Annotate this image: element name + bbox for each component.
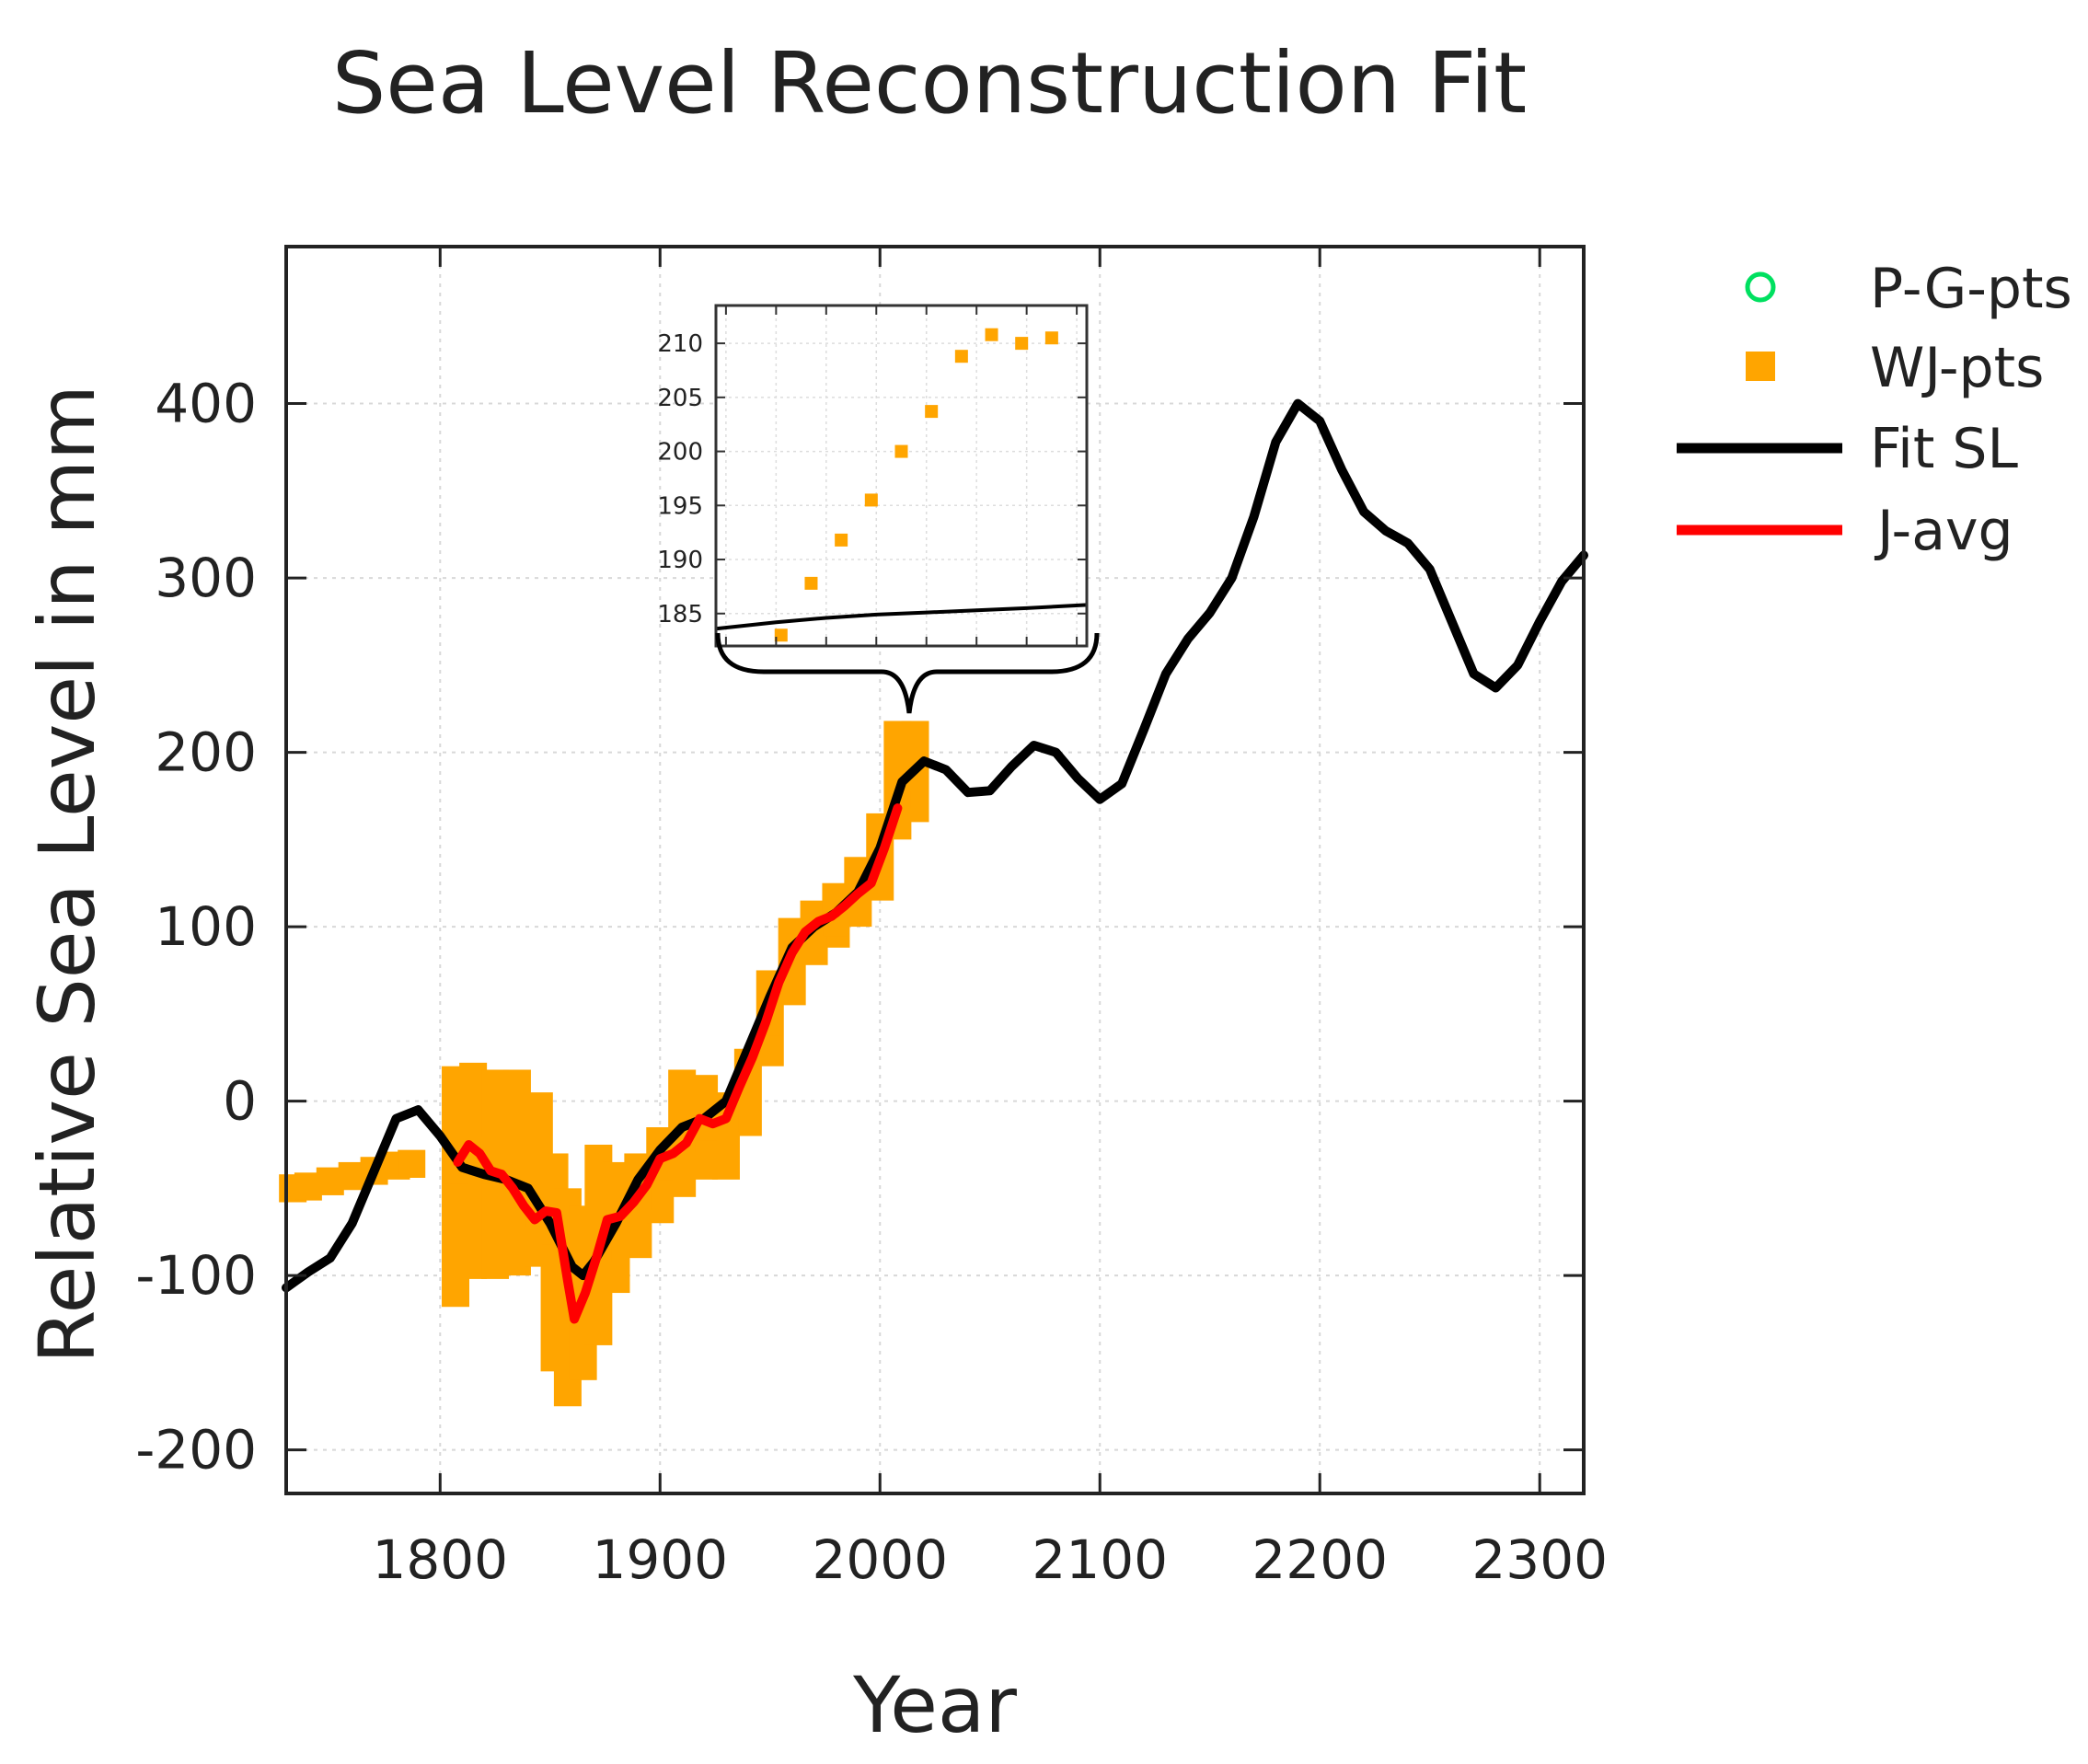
inset-y-tick-label: 200: [657, 439, 703, 467]
inset-y-tick-label: 210: [657, 330, 703, 358]
inset-axis-ticks: 185 190 195 200 205 210: [657, 306, 1087, 646]
inset-frame: [714, 304, 1089, 648]
chart-title: Sea Level Reconstruction Fit: [332, 34, 1527, 133]
inset-y-tick-label: 185: [657, 601, 703, 628]
legend-marker-wj-pts: [1746, 352, 1775, 381]
legend-item-wj-pts: WJ-pts: [1746, 336, 2044, 400]
x-axis-label: Year: [852, 1660, 1017, 1750]
inset-wj-point: [985, 328, 998, 341]
x-tick-label: 1900: [592, 1528, 728, 1591]
inset-wj-point: [1044, 331, 1058, 345]
legend-marker-p-g-pts: [1745, 271, 1776, 303]
y-tick-label: 100: [155, 895, 257, 958]
x-tick-label: 2300: [1471, 1528, 1608, 1591]
inset-wj-point: [894, 444, 908, 458]
legend: P-G-pts WJ-pts Fit SL J-avg: [1677, 257, 2072, 563]
inset-y-tick-label: 205: [657, 385, 703, 412]
plot-frame: [284, 245, 1586, 1495]
main-axis-ticks: 1800 1900 2000 2100 2200 2300 -200 -100 0 100 200 3…: [135, 247, 1608, 1591]
y-tick-label: -100: [135, 1244, 257, 1307]
wj-point: [294, 1173, 321, 1200]
inset-wj-point: [864, 493, 878, 507]
legend-label-j-avg: J-avg: [1874, 499, 2013, 563]
inset-wj-point: [1015, 337, 1029, 351]
wj-point: [317, 1168, 343, 1194]
y-axis-label: Relative Sea Level in mm: [22, 385, 112, 1364]
inset-wj-point: [804, 576, 818, 590]
inset-fit-line: [715, 603, 1088, 631]
y-tick-label: 0: [223, 1070, 257, 1133]
legend-item-p-g-pts: P-G-pts: [1745, 257, 2072, 321]
inset-wj-point: [835, 533, 848, 547]
wj-point: [398, 1150, 425, 1177]
y-tick-label: 300: [155, 547, 257, 609]
inset-y-tick-label: 190: [657, 547, 703, 574]
y-tick-label: -200: [135, 1419, 257, 1482]
main-plot-data: [279, 398, 1588, 1407]
legend-label-fit-sl: Fit SL: [1870, 417, 2019, 481]
inset-plot-data: [715, 328, 1088, 642]
legend-label-p-g-pts: P-G-pts: [1870, 257, 2072, 321]
x-tick-label: 1800: [372, 1528, 508, 1591]
x-tick-label: 2100: [1032, 1528, 1168, 1591]
y-tick-label: 400: [155, 373, 257, 435]
inset-background: [716, 306, 1087, 646]
legend-item-j-avg: J-avg: [1677, 499, 2013, 563]
inset-gridlines: [716, 306, 1087, 646]
inset-wj-point: [925, 405, 939, 419]
legend-item-fit-sl: Fit SL: [1677, 417, 2019, 481]
y-tick-label: 200: [155, 721, 257, 784]
inset-wj-point: [774, 628, 788, 642]
j-avg-line: [453, 803, 903, 1324]
wj-point: [339, 1163, 365, 1190]
inset-wj-point: [954, 350, 968, 363]
legend-label-wj-pts: WJ-pts: [1870, 336, 2044, 400]
x-tick-label: 2200: [1252, 1528, 1388, 1591]
inset-zoom-brace: [715, 632, 1100, 714]
x-tick-label: 2000: [812, 1528, 948, 1591]
inset-zoom-panel: 185 190 195 200 205 210: [657, 304, 1100, 714]
inset-y-tick-label: 195: [657, 492, 703, 520]
